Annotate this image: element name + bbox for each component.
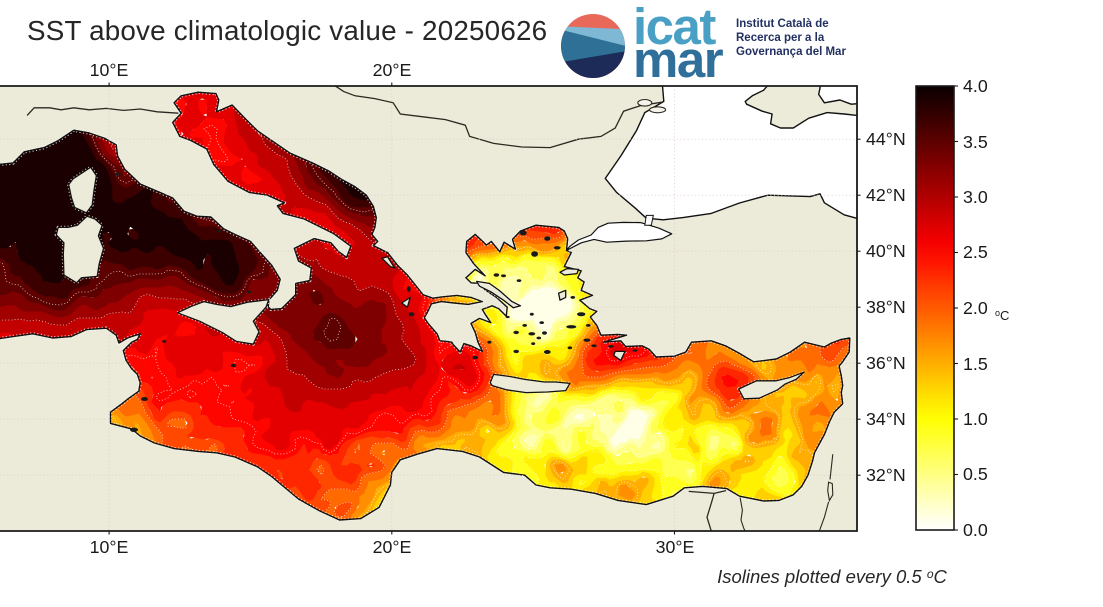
svg-text:40°N: 40°N: [866, 241, 906, 261]
svg-text:4.0: 4.0: [963, 76, 988, 96]
svg-text:10°E: 10°E: [90, 537, 129, 557]
svg-text:icat: icat: [633, 0, 716, 55]
svg-text:Recerca per a la: Recerca per a la: [736, 32, 825, 44]
svg-text:1.0: 1.0: [963, 409, 988, 429]
svg-text:10°E: 10°E: [90, 60, 129, 80]
svg-text:1.5: 1.5: [963, 354, 988, 374]
svg-text:3.5: 3.5: [963, 132, 988, 152]
svg-text:oC: oC: [995, 308, 1009, 323]
svg-text:20°E: 20°E: [373, 537, 412, 557]
svg-text:20°E: 20°E: [373, 60, 412, 80]
svg-text:Isolines plotted every 0.5 oC: Isolines plotted every 0.5 oC: [717, 566, 947, 587]
svg-text:3.0: 3.0: [963, 187, 988, 207]
svg-text:36°N: 36°N: [866, 353, 906, 373]
svg-text:0.0: 0.0: [963, 520, 988, 540]
svg-text:2.0: 2.0: [963, 298, 988, 318]
svg-text:Governança del Mar: Governança del Mar: [736, 46, 846, 58]
svg-text:30°E: 30°E: [656, 537, 695, 557]
svg-text:44°N: 44°N: [866, 129, 906, 149]
svg-text:0.5: 0.5: [963, 464, 988, 484]
svg-text:2.5: 2.5: [963, 242, 988, 262]
svg-text:42°N: 42°N: [866, 185, 906, 205]
svg-text:32°N: 32°N: [866, 465, 906, 485]
svg-text:SST above climatologic value -: SST above climatologic value - 20250626: [27, 15, 547, 46]
svg-text:34°N: 34°N: [866, 409, 906, 429]
svg-text:mar: mar: [633, 31, 724, 88]
svg-text:Institut Català de: Institut Català de: [736, 18, 829, 30]
svg-text:38°N: 38°N: [866, 297, 906, 317]
